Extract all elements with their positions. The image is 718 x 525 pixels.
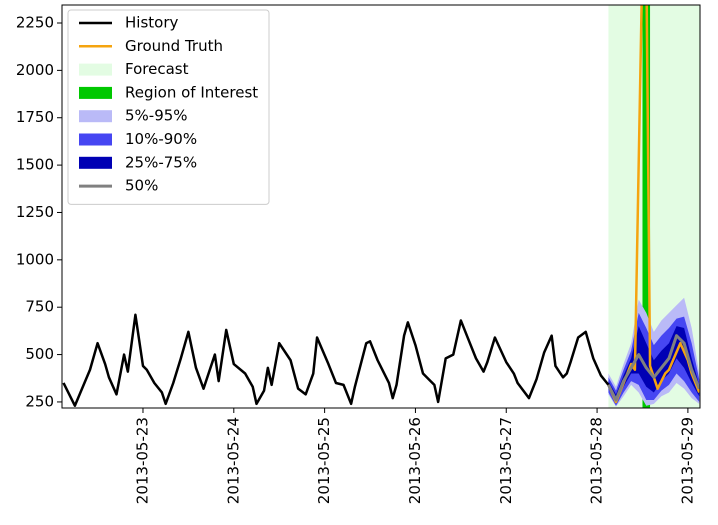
x-tick-label: 2013-05-29 (678, 417, 696, 504)
y-tick-label: 1750 (16, 108, 54, 126)
legend-swatch (79, 133, 112, 146)
x-tick-label: 2013-05-23 (133, 417, 151, 504)
legend-label: 10%-90% (125, 130, 197, 148)
legend-swatch (79, 156, 112, 169)
legend-label: Region of Interest (125, 83, 258, 101)
y-tick-label: 1250 (16, 203, 54, 221)
legend-label: Forecast (125, 60, 189, 78)
y-tick-label: 2250 (16, 13, 54, 31)
legend-label: History (125, 14, 178, 32)
series-line (62, 313, 610, 407)
plot-frame (61, 4, 701, 409)
x-tick-label: 2013-05-25 (315, 417, 333, 504)
legend-label: 5%-95% (125, 107, 188, 125)
x-tick-label: 2013-05-26 (406, 417, 424, 504)
y-tick-label: 500 (25, 345, 54, 363)
legend-label: 25%-75% (125, 153, 197, 171)
x-tick-label: 2013-05-24 (224, 417, 242, 504)
y-tick-label: 1500 (16, 156, 54, 174)
legend: History Ground Truth Forecast Region of Int… (67, 9, 270, 205)
legend-label: 50% (125, 177, 158, 195)
y-tick-label: 250 (25, 392, 54, 410)
legend-swatch (79, 110, 112, 123)
axes: 250 500 750 1000 1250 1500 1750 2000 2250 2013-05… (16, 13, 697, 504)
legend-swatch (79, 63, 112, 76)
legend-label: Ground Truth (125, 37, 223, 55)
span (642, 5, 651, 408)
x-tick-label: 2013-05-27 (497, 417, 515, 504)
quantile-band (608, 326, 700, 403)
y-tick-label: 750 (25, 298, 54, 316)
y-tick-label: 1000 (16, 250, 54, 268)
plot-area (62, 5, 700, 408)
y-tick-label: 2000 (16, 61, 54, 79)
x-tick-label: 2013-05-28 (588, 417, 606, 504)
series-line (607, 334, 700, 402)
legend-frame (67, 9, 270, 205)
legend-swatch (79, 86, 112, 99)
